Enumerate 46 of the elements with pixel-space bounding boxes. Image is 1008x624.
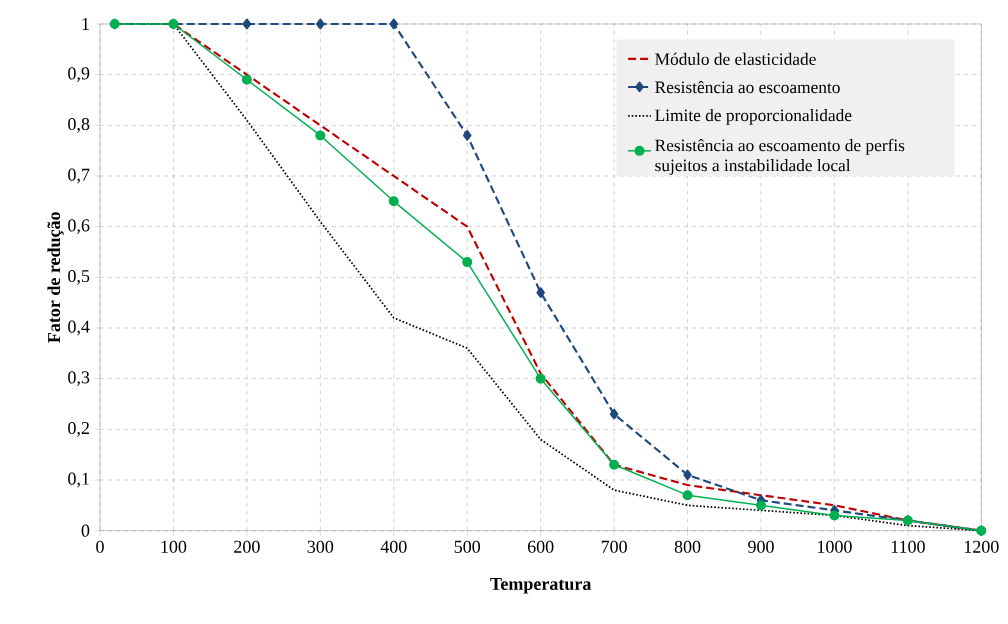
point: [388, 196, 399, 207]
point: [535, 373, 546, 384]
legend-label: Resistência ao escoamento de perfis sujeitos a instabilidade local: [655, 138, 905, 175]
point: [316, 18, 325, 30]
y-tick-label: 0,1: [68, 472, 89, 488]
point: [609, 408, 619, 420]
point: [536, 287, 545, 298]
legend-label: Resistência ao escoamento: [655, 80, 840, 94]
x-tick-label: 1000: [818, 540, 852, 553]
point: [609, 459, 620, 470]
x-tick-label: 100: [161, 540, 187, 553]
point: [389, 18, 399, 30]
point: [683, 469, 692, 481]
x-tick-label: 700: [601, 540, 627, 553]
y-tick-label: 1: [82, 18, 89, 30]
y-tick-label: 0,8: [68, 117, 90, 133]
x-axis-title: Temperatura: [490, 577, 592, 594]
point: [829, 510, 840, 521]
x-tick-label: 0: [96, 540, 104, 553]
x-tick-label: 500: [454, 540, 481, 553]
point: [241, 74, 252, 85]
y-tick-label: 0,2: [68, 421, 89, 437]
x-tick-label: 200: [234, 540, 260, 553]
y-tick-label: 0,3: [68, 371, 90, 387]
y-axis-title: Fator de redução: [47, 212, 64, 343]
x-tick-label: 1100: [891, 540, 925, 553]
x-tick-label: 400: [380, 540, 407, 553]
point: [462, 130, 472, 141]
legend-label: Módulo de elasticidade: [655, 52, 816, 66]
point: [242, 18, 252, 30]
y-tick-label: 0,5: [68, 269, 90, 285]
y-tick-label: 0,4: [68, 320, 90, 336]
x-tick-label: 900: [748, 540, 774, 553]
x-tick-label: 800: [674, 540, 701, 553]
x-tick-label: 300: [307, 540, 334, 553]
point: [315, 130, 326, 141]
point: [682, 490, 693, 501]
point: [756, 500, 767, 511]
x-tick-label: 1200: [964, 540, 999, 553]
y-tick-label: 0,7: [68, 168, 90, 184]
y-tick-label: 0,9: [68, 67, 90, 83]
y-tick-label: 0: [81, 524, 90, 537]
legend-label: Limite de proporcionalidade: [655, 109, 852, 125]
x-tick-label: 600: [527, 540, 554, 553]
y-tick-label: 0,6: [68, 219, 90, 235]
point: [462, 257, 473, 268]
